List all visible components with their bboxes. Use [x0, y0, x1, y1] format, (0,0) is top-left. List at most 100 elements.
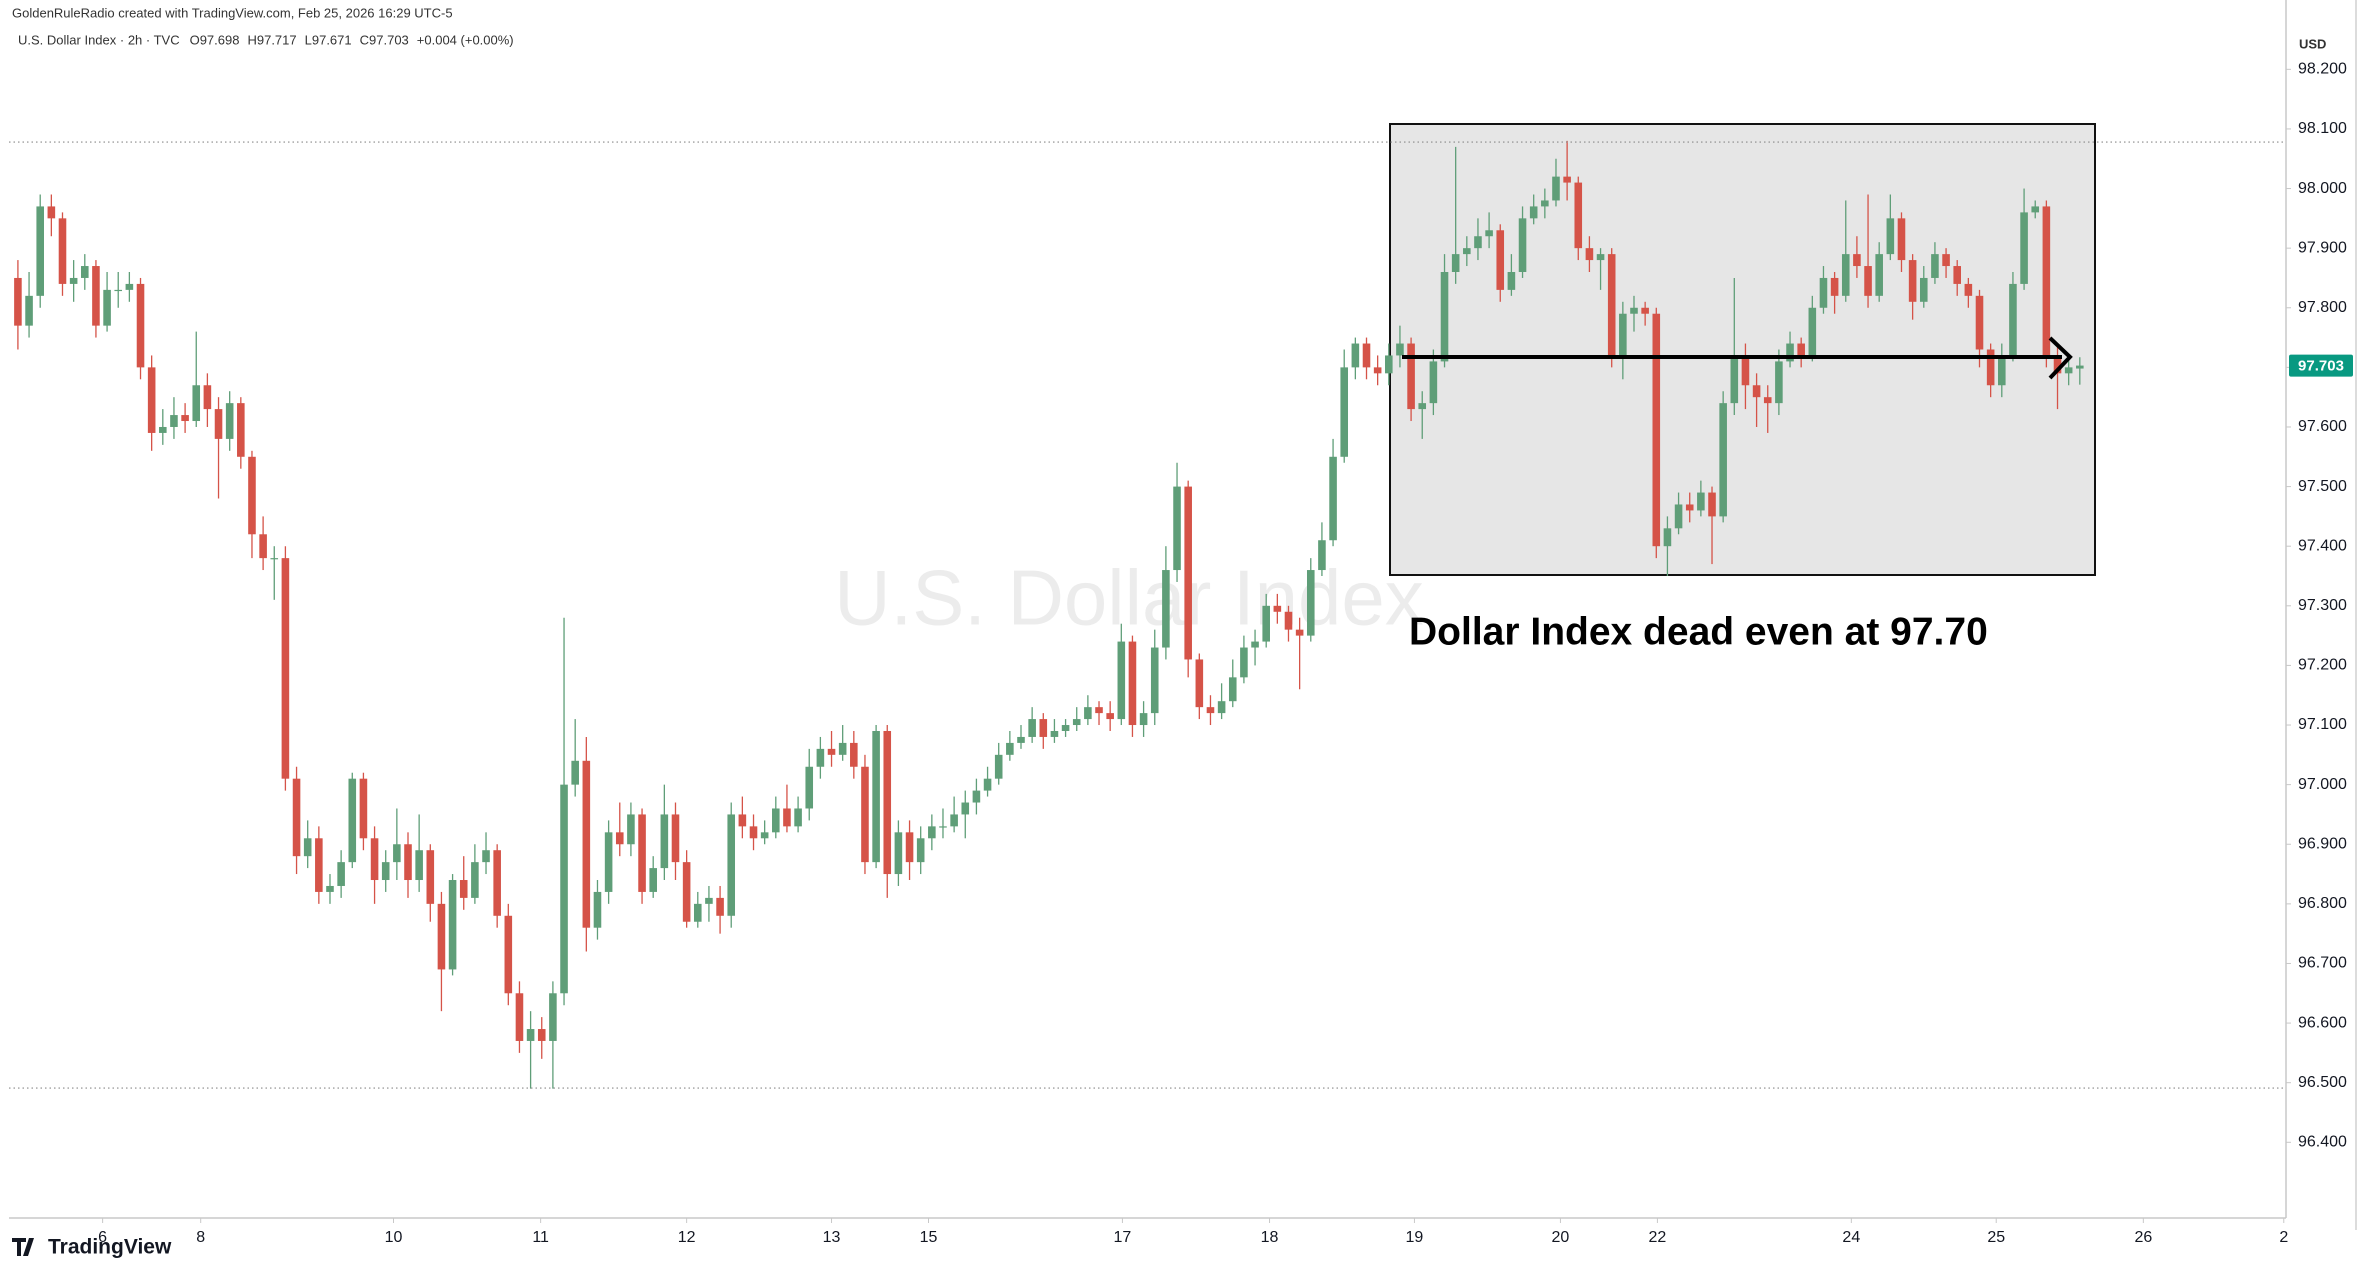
candle-body: [1518, 218, 1527, 272]
x-tick-label: 25: [1987, 1229, 2005, 1246]
candle-body: [192, 385, 201, 422]
candle-body: [2076, 365, 2084, 369]
candle-body: [1407, 343, 1415, 410]
logo-mark: [12, 1238, 34, 1256]
candle-body: [2020, 212, 2028, 284]
candle-body: [448, 880, 457, 970]
candle-body: [1306, 570, 1315, 636]
candle-body: [1474, 236, 1482, 249]
arrow-head: [2048, 336, 2073, 380]
candle-body: [1429, 361, 1438, 404]
x-tick-label: 18: [1261, 1229, 1279, 1246]
candle-body: [1607, 254, 1616, 356]
candle-body: [772, 808, 780, 833]
candle-body: [705, 897, 713, 904]
candle-body: [983, 778, 992, 791]
credit: GoldenRuleRadio created with TradingView…: [12, 5, 453, 20]
candle-body: [14, 277, 22, 326]
x-tick-label: 10: [385, 1229, 403, 1246]
legend-value: O97.698: [190, 32, 240, 47]
candle-body: [92, 266, 100, 326]
candle-body: [292, 778, 301, 857]
candle-body: [136, 283, 145, 368]
candle-body: [1173, 486, 1181, 571]
candle-body: [627, 814, 635, 845]
y-tick-label: 97.000: [2298, 776, 2347, 793]
candle-body: [1541, 200, 1549, 207]
y-tick-label: 96.800: [2298, 895, 2347, 912]
candle-body: [69, 277, 78, 284]
candle-body: [170, 415, 178, 427]
x-tick-label: 12: [678, 1229, 696, 1246]
candle-body: [1295, 629, 1304, 636]
candle-body: [1329, 456, 1337, 541]
candle-body: [1886, 218, 1895, 255]
legend-value: H97.717: [247, 32, 296, 47]
y-tick-label: 97.600: [2298, 418, 2347, 435]
candle-body: [504, 915, 513, 994]
candle-body: [1697, 492, 1705, 511]
candle-body: [1095, 707, 1103, 714]
candle-body: [961, 802, 970, 815]
candle-body: [1373, 367, 1382, 374]
candle-body: [2042, 206, 2051, 356]
candle-body: [571, 760, 579, 785]
candle-body: [237, 403, 245, 457]
candle-body: [1017, 736, 1025, 743]
x-tick-label: 6: [98, 1229, 107, 1246]
candle-body: [1730, 355, 1739, 404]
candle-body: [58, 218, 67, 284]
candle-body: [1786, 343, 1794, 362]
arrow: [1402, 336, 2073, 380]
candle-body: [638, 814, 646, 892]
candle-body: [905, 832, 914, 863]
candle-body: [1217, 701, 1226, 714]
candle-body: [883, 730, 892, 875]
y-tick-label: 97.400: [2298, 537, 2347, 554]
candle-body: [727, 814, 736, 916]
candle-body: [1463, 248, 1471, 255]
candle-body: [103, 289, 111, 326]
candle-body: [738, 814, 747, 827]
candle-body: [1362, 343, 1371, 368]
candle-body: [1652, 313, 1661, 547]
x-tick-label: 22: [1649, 1229, 1667, 1246]
y-tick-label: 97.500: [2298, 478, 2347, 495]
candle-body: [1964, 283, 1973, 296]
y-tick-label: 96.900: [2298, 835, 2347, 852]
candle-body: [1028, 719, 1036, 737]
candle-body: [916, 838, 925, 863]
candle-body: [1385, 355, 1393, 374]
candle-body: [827, 748, 836, 755]
candle-body: [649, 868, 657, 892]
candle-body: [1897, 218, 1906, 261]
candle-body: [1451, 254, 1460, 272]
candle-body: [2064, 367, 2073, 374]
candle-body: [393, 844, 401, 863]
candle-body: [326, 885, 334, 892]
x-tick-label: 15: [920, 1229, 938, 1246]
candle-body: [1340, 367, 1349, 457]
candle-body: [1841, 254, 1850, 296]
candle-body: [682, 862, 691, 922]
candle-body: [214, 409, 223, 439]
candle-body: [994, 754, 1003, 779]
candle-body: [36, 206, 44, 296]
candle-body: [1262, 605, 1270, 642]
candle-body: [1251, 641, 1259, 648]
candle-body: [1162, 570, 1170, 648]
candle-body: [1106, 713, 1114, 720]
x-tick-label: 8: [196, 1229, 205, 1246]
y-tick-label: 98.000: [2298, 180, 2347, 197]
candle-body: [2053, 355, 2062, 374]
candle-body: [950, 814, 958, 827]
candle-body: [838, 742, 847, 755]
candle-body: [671, 814, 680, 863]
candle-body: [1619, 313, 1627, 356]
candle-body: [1741, 355, 1750, 386]
y-tick-label: 98.100: [2298, 120, 2347, 137]
candle-body: [471, 862, 479, 898]
candle-body: [348, 778, 357, 863]
candle-body: [437, 903, 446, 970]
candle-body: [1206, 707, 1215, 714]
